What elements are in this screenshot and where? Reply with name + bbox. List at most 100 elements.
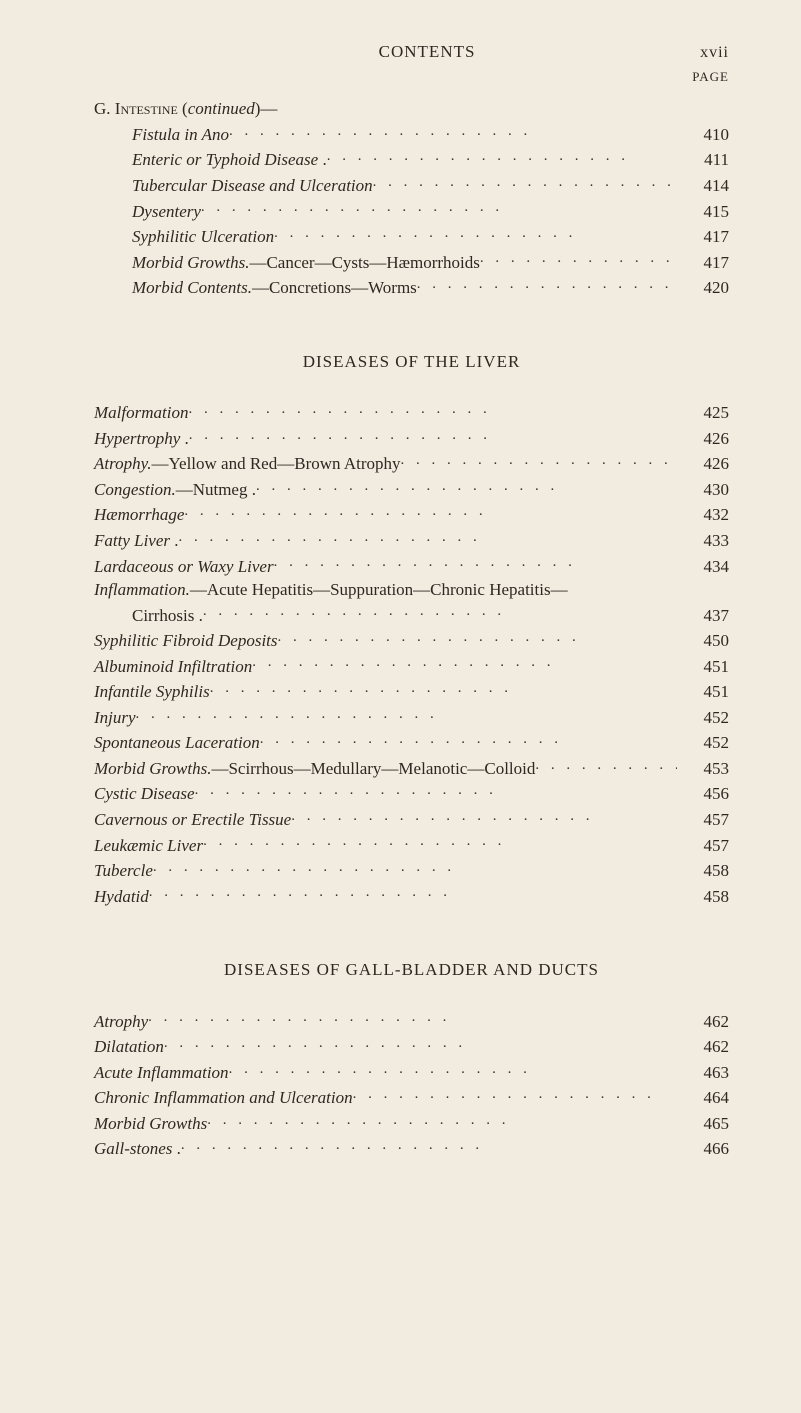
toc-row: Morbid Growths.—Cancer—Cysts—Hæmorrhoids… (94, 251, 729, 273)
section-gall-heading: DISEASES OF GALL-BLADDER AND DUCTS (94, 960, 729, 980)
dot-leaders (229, 123, 677, 140)
dot-leaders (274, 225, 677, 242)
section-liver-list: Malformation425Hypertrophy .426Atrophy.—… (94, 401, 729, 906)
toc-row: Injury 452 (94, 706, 729, 728)
dot-leaders (353, 1086, 677, 1103)
toc-entry-page: 433 (677, 531, 729, 551)
toc-entry-label: Morbid Growths.—Cancer—Cysts—Hæmorrhoids (132, 253, 480, 273)
toc-entry-label: Atrophy (94, 1012, 148, 1032)
page-column-label: PAGE (94, 70, 729, 85)
toc-row: Hæmorrhage432 (94, 503, 729, 525)
dot-leaders (260, 731, 677, 748)
dot-leaders (195, 782, 677, 799)
toc-entry-label: Cystic Disease (94, 784, 195, 804)
toc-row: Infantile Syphilis451 (94, 680, 729, 702)
toc-entry-label: Morbid Contents.—Concretions—Worms (132, 278, 417, 298)
toc-entry-page: 417 (677, 253, 729, 273)
toc-entry-label: Dilatation (94, 1037, 164, 1057)
dot-leaders (149, 885, 677, 902)
section-g-heading-text: Intestine (continued)— (115, 99, 278, 118)
dot-leaders (417, 276, 677, 293)
toc-entry-label: Inflammation.—Acute Hepatitis—Suppuratio… (94, 580, 568, 600)
toc-row: Dysentery415 (94, 200, 729, 222)
section-g-intestine: G. Intestine (continued)— Fistula in Ano… (94, 99, 729, 297)
toc-entry-label: Hydatid (94, 887, 149, 907)
dot-leaders (252, 655, 677, 672)
section-g-prefix: G. (94, 99, 115, 118)
toc-row: Fatty Liver .433 (94, 529, 729, 551)
toc-row: Atrophy 462 (94, 1010, 729, 1032)
dot-leaders (291, 808, 677, 825)
toc-entry-page: 463 (677, 1063, 729, 1083)
toc-entry-label: Morbid Growths (94, 1114, 207, 1134)
toc-entry-page: 430 (677, 480, 729, 500)
toc-entry-page: 451 (677, 682, 729, 702)
toc-row: Cystic Disease 456 (94, 782, 729, 804)
toc-row: Malformation 425 (94, 401, 729, 423)
toc-entry-label: Syphilitic Fibroid Deposits (94, 631, 278, 651)
toc-entry-label: Syphilitic Ulceration (132, 227, 274, 247)
toc-entry-page: 420 (677, 278, 729, 298)
dot-leaders (400, 452, 677, 469)
toc-row: Inflammation.—Acute Hepatitis—Suppuratio… (94, 580, 729, 600)
toc-entry-label: Hypertrophy . (94, 429, 189, 449)
toc-entry-label: Spontaneous Laceration (94, 733, 260, 753)
toc-entry-label: Congestion.—Nutmeg . (94, 480, 256, 500)
dot-leaders (201, 200, 677, 217)
toc-entry-label: Cavernous or Erectile Tissue (94, 810, 291, 830)
section-gall-list: Atrophy 462 Dilatation 462 Acute Inflammatio… (94, 1010, 729, 1159)
toc-entry-page: 462 (677, 1037, 729, 1057)
toc-entry-label: Tubercle (94, 861, 153, 881)
dot-leaders (535, 757, 677, 774)
dot-leaders (148, 1010, 677, 1027)
dot-leaders (210, 680, 677, 697)
toc-entry-page: 456 (677, 784, 729, 804)
dot-leaders (181, 1137, 677, 1154)
toc-row: Congestion.—Nutmeg . 430 (94, 478, 729, 500)
dot-leaders (278, 629, 677, 646)
toc-entry-page: 434 (677, 557, 729, 577)
dot-leaders (373, 174, 677, 191)
toc-row: Albuminoid Infiltration451 (94, 655, 729, 677)
toc-row: Enteric or Typhoid Disease .411 (94, 148, 729, 170)
toc-entry-page: 417 (677, 227, 729, 247)
toc-entry-page: 452 (677, 733, 729, 753)
toc-row: Lardaceous or Waxy Liver434 (94, 555, 729, 577)
toc-row: Morbid Contents.—Concretions—Worms 420 (94, 276, 729, 298)
dot-leaders (207, 1112, 677, 1129)
section-g-heading-row: G. Intestine (continued)— (94, 99, 729, 119)
toc-entry-page: 426 (677, 429, 729, 449)
toc-entry-page: 410 (677, 125, 729, 145)
toc-entry-label: Chronic Inflammation and Ulceration (94, 1088, 353, 1108)
toc-entry-page: 465 (677, 1114, 729, 1134)
toc-entry-label: Enteric or Typhoid Disease . (132, 150, 327, 170)
toc-row: Morbid Growths 465 (94, 1112, 729, 1134)
toc-row: Cirrhosis .437 (94, 604, 729, 626)
toc-entry-label: Malformation (94, 403, 188, 423)
toc-entry-page: 466 (677, 1139, 729, 1159)
toc-entry-label: Tubercular Disease and Ulceration (132, 176, 373, 196)
toc-entry-page: 414 (677, 176, 729, 196)
dot-leaders (256, 478, 677, 495)
toc-row: Morbid Growths.—Scirrhous—Medullary—Mela… (94, 757, 729, 779)
toc-entry-page: 458 (677, 887, 729, 907)
dot-leaders (203, 604, 677, 621)
toc-entry-page: 458 (677, 861, 729, 881)
toc-entry-label: Fistula in Ano (132, 125, 229, 145)
toc-row: Cavernous or Erectile Tissue457 (94, 808, 729, 830)
toc-entry-page: 452 (677, 708, 729, 728)
section-liver-heading: DISEASES OF THE LIVER (94, 352, 729, 372)
toc-entry-page: 425 (677, 403, 729, 423)
toc-entry-label: Injury (94, 708, 136, 728)
toc-entry-label: Hæmorrhage (94, 505, 184, 525)
toc-row: Acute Inflammation463 (94, 1061, 729, 1083)
toc-entry-page: 453 (677, 759, 729, 779)
toc-row: Tubercle 458 (94, 859, 729, 881)
dot-leaders (480, 251, 677, 268)
toc-entry-label: Gall-stones . (94, 1139, 181, 1159)
toc-row: Chronic Inflammation and Ulceration464 (94, 1086, 729, 1108)
toc-entry-label: Leukæmic Liver (94, 836, 203, 856)
dot-leaders (179, 529, 677, 546)
dot-leaders (164, 1035, 677, 1052)
toc-entry-page: 462 (677, 1012, 729, 1032)
